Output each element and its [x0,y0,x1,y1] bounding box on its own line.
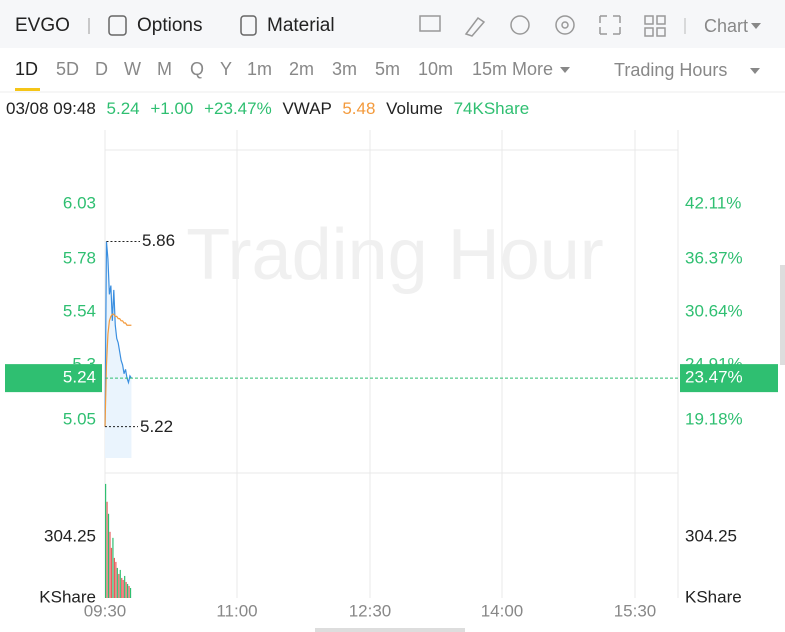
time-label: 15:30 [614,601,657,620]
vwap-line [104,313,132,427]
volume-bar [115,561,117,598]
watermark: Trading Hour [186,215,604,295]
volume-bar [121,577,123,598]
more-button[interactable]: More [512,59,553,79]
quote-price: 5.24 [107,99,140,118]
interval-tab[interactable]: Y [220,59,232,79]
price-tick-label: 5.54 [63,301,96,320]
dropdown-arrow [560,67,570,73]
current-price-box [5,364,102,393]
interval-tab[interactable]: 5D [56,59,79,79]
vwap-value: 5.48 [342,99,375,118]
dropdown-arrow [750,68,760,74]
interval-tab[interactable]: 1m [247,59,272,79]
volume-unit: KShare [685,587,742,606]
options-icon[interactable] [108,15,127,36]
quote-change: +1.00 [150,99,193,118]
time-label: 12:30 [349,601,392,620]
interval-tab[interactable]: 15m [472,59,507,79]
volume-bar [110,547,113,598]
volume-value: 74KShare [454,99,530,118]
volume-bar [112,537,114,598]
interval-tab[interactable]: M [157,59,172,79]
min-label: 5.22 [140,417,173,436]
price-tick-label: 5.78 [63,249,96,268]
tool-icons[interactable] [419,15,666,37]
volume-bar [118,573,120,598]
price-tick-label: 5.05 [63,409,96,428]
interval-tab[interactable]: 3m [332,59,357,79]
volume-bar [109,531,111,598]
volume-bar [125,581,127,598]
time-label: 09:30 [84,601,127,620]
volume-bar [107,513,110,598]
interval-tab[interactable]: 2m [289,59,314,79]
quote-change-pct: +23.47% [204,99,272,118]
volume-bar [113,557,116,598]
volume-bar [124,575,126,598]
symbol: EVGO [15,15,70,36]
options-button[interactable]: Options [137,15,202,36]
volume-label: Volume [386,99,443,118]
material-button[interactable]: Material [267,15,335,36]
interval-tab[interactable]: W [124,59,141,79]
interval-tab[interactable]: 1D [15,59,38,79]
current-pct-label: 23.47% [685,368,743,387]
volume-bar [116,567,118,598]
scrollbar[interactable] [780,265,785,365]
pct-tick-label: 42.11% [685,193,741,212]
quote-line: 03/08 09:48 5.24 +1.00 +23.47% VWAP 5.48… [6,99,529,118]
scrollbar[interactable] [315,628,465,632]
volume-tick-label: 304.25 [44,526,96,545]
chart-menu[interactable]: Chart [704,16,748,36]
pct-tick-label: 30.64% [685,301,743,320]
current-pct-box [680,364,778,393]
volume-tick-label: 304.25 [685,526,737,545]
volume-bar [105,483,107,598]
volume-bar [122,579,124,598]
volume-bar [127,583,129,598]
vwap-label: VWAP [282,99,331,118]
material-icon[interactable] [240,15,257,36]
toolbar [0,0,785,48]
interval-tab[interactable]: 10m [418,59,453,79]
quote-time: 03/08 09:48 [6,99,96,118]
session-selector[interactable]: Trading Hours [614,60,727,80]
interval-tab[interactable]: Q [190,59,204,79]
pct-tick-label: 36.37% [685,249,743,268]
time-label: 11:00 [216,601,257,620]
volume-bar [129,587,132,598]
plot-frame [104,130,679,598]
price-tick-label: 6.03 [63,193,96,212]
interval-bar: 1D 5D D W M Q Y 1m 2m 3m 5m 10m 15m [15,59,507,91]
volume-bar [119,569,121,598]
volume-bar [106,501,108,598]
current-price-label: 5.24 [63,368,96,387]
pct-tick-label: 19.18% [685,409,743,428]
active-underline [15,88,40,91]
volume-bar [128,585,130,598]
volume-unit: KShare [39,587,96,606]
time-label: 14:00 [481,601,524,620]
max-label: 5.86 [142,231,175,250]
dropdown-arrow [751,23,761,29]
interval-tab[interactable]: 5m [375,59,400,79]
interval-tab[interactable]: D [95,59,108,79]
price-area [105,241,132,458]
plot: 6.03 42.11%5.78 36.37%5.54 30.64%5.3 24.91%5… [5,193,778,620]
